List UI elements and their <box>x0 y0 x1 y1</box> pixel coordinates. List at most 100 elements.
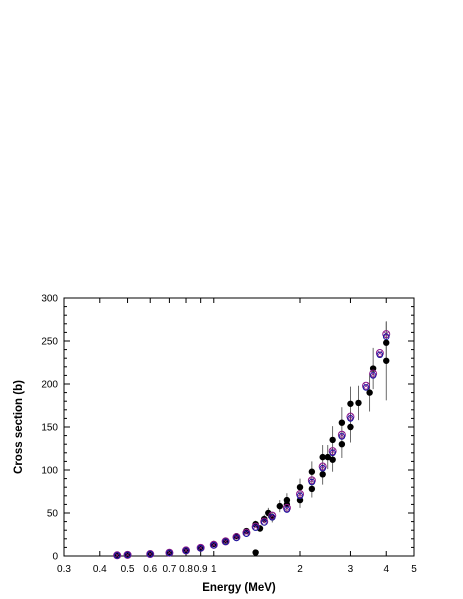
data-point-cross <box>319 463 326 470</box>
data-point-filled <box>383 339 390 346</box>
data-point-circle-cross <box>375 349 384 358</box>
data-point-filled <box>252 549 259 556</box>
data-point-filled <box>366 389 373 396</box>
y-tick-label: 0 <box>52 552 58 563</box>
data-point-hollow <box>308 478 316 486</box>
data-point-filled <box>329 436 336 444</box>
data-point-circle-cross <box>307 476 316 485</box>
data-point-cross <box>147 551 154 557</box>
data-point-circle-cross <box>328 447 337 456</box>
x-tick-label: 0.8 <box>179 564 193 575</box>
y-tick-label: 250 <box>41 337 58 348</box>
x-tick-label: 0.9 <box>194 564 208 575</box>
data-point-hollow <box>146 550 154 558</box>
y-axis: 0 50 100 150 200 250 300 <box>41 294 414 563</box>
data-point-cross <box>370 370 376 377</box>
data-point-cross <box>377 350 383 356</box>
data-point-hollow <box>166 549 173 557</box>
data-point-hollow <box>382 333 390 341</box>
data-point-hollow <box>210 541 218 549</box>
y-tick-label: 300 <box>41 294 58 305</box>
data-point-hollow <box>369 372 377 379</box>
data-point-hollow <box>260 519 268 526</box>
x-tick-label: 4 <box>383 564 389 575</box>
data-point-hollow <box>268 514 276 521</box>
data-point-filled <box>383 357 390 364</box>
data-point-hollow <box>243 530 250 537</box>
data-point-circle-cross <box>382 330 391 339</box>
data-point-filled <box>265 509 272 517</box>
data-point-cross <box>309 477 315 484</box>
y-tick-label: 50 <box>47 509 59 520</box>
data-point-cross <box>297 491 303 497</box>
data-point-cross <box>124 552 131 558</box>
data-point-hollow <box>283 506 291 513</box>
data-point-filled <box>355 399 362 407</box>
data-point-cross <box>114 552 120 559</box>
data-point-hollow <box>222 538 229 546</box>
data-point-filled <box>324 453 331 461</box>
data-point-circle-cross <box>146 550 155 559</box>
y-tick-label: 200 <box>41 380 58 391</box>
y-tick-label: 150 <box>41 423 58 434</box>
data-point-hollow <box>376 351 384 359</box>
data-point-filled <box>222 537 229 544</box>
x-tick-label: 3 <box>348 564 354 575</box>
data-point-circle-cross <box>113 551 122 560</box>
data-point-filled <box>210 540 217 548</box>
data-point-hollow <box>252 524 259 531</box>
data-point-circle-cross <box>337 430 346 439</box>
x-tick-label: 2 <box>297 564 303 575</box>
error-bars <box>236 321 387 538</box>
data-point-circle-cross <box>282 503 291 512</box>
data-point-filled <box>308 468 316 475</box>
data-point-circle-cross <box>268 511 277 520</box>
data-point-cross <box>269 512 276 519</box>
data-point-hollow <box>124 551 131 559</box>
data-point-hollow <box>113 552 121 559</box>
data-point-cross <box>363 382 369 389</box>
x-tick-label: 0.7 <box>162 564 176 575</box>
data-point-filled <box>347 423 354 431</box>
x-tick-label: 5 <box>411 564 417 575</box>
data-point-hollow <box>329 449 336 457</box>
data-point-cross <box>329 448 336 454</box>
x-tick-label: 0.6 <box>143 564 157 575</box>
data-point-circle-cross <box>296 490 305 499</box>
data-point-hollow <box>233 534 240 542</box>
data-point-circle-cross <box>346 412 355 421</box>
data-point-cross <box>347 413 354 420</box>
data-point-filled <box>347 400 354 407</box>
data-point-hollow <box>296 492 304 500</box>
data-point-filled <box>308 485 316 493</box>
data-point-circle-cross <box>123 550 132 559</box>
data-point-filled <box>338 419 346 426</box>
data-point-filled <box>329 456 336 463</box>
data-point-hollow <box>362 384 370 391</box>
data-point-circle-cross <box>362 381 371 390</box>
data-point-circle-cross <box>318 462 327 471</box>
data-point-filled <box>276 502 283 510</box>
data-point-filled <box>283 496 291 504</box>
data-point-filled <box>338 441 346 448</box>
x-tick-label: 0.5 <box>121 564 135 575</box>
data-point-cross <box>339 431 345 438</box>
data-point-cross <box>284 505 290 511</box>
plot-frame <box>63 297 415 557</box>
x-axis-title: Energy (MeV) <box>202 582 276 594</box>
data-point-hollow <box>347 415 354 422</box>
data-point-circle-cross <box>165 548 174 557</box>
x-tick-label: 1 <box>211 564 217 575</box>
data-point-filled <box>319 471 326 478</box>
x-tick-label: 0.4 <box>93 564 107 575</box>
data-point-filled <box>233 533 240 540</box>
x-tick-label: 0.3 <box>57 564 71 575</box>
data-point-hollow <box>182 547 190 554</box>
data-point-hollow <box>319 464 326 472</box>
data-point-hollow <box>197 544 204 552</box>
data-markers <box>113 330 391 560</box>
y-axis-title: Cross section (b) <box>13 380 25 474</box>
data-point-filled <box>296 484 304 491</box>
data-point-circle-cross <box>369 369 378 378</box>
